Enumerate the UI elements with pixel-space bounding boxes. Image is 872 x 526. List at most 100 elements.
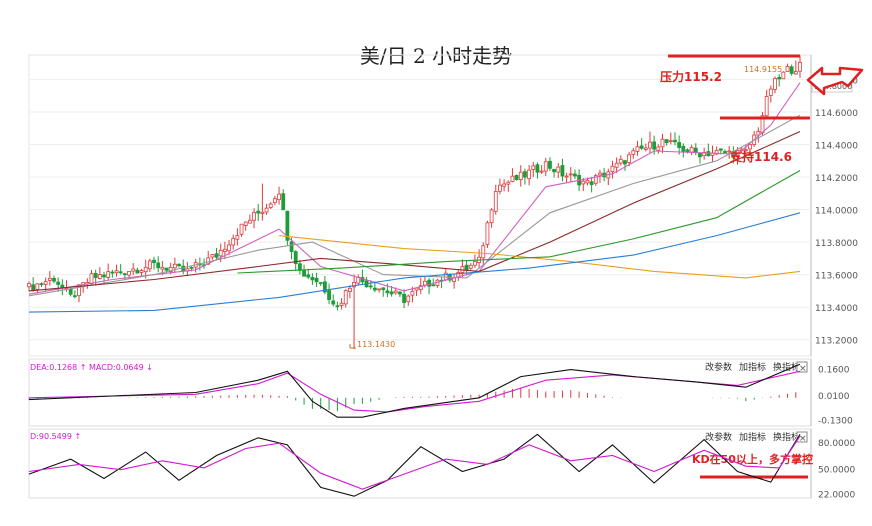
candle-body	[368, 285, 373, 288]
candle-body	[177, 263, 181, 267]
candle-body	[543, 161, 548, 172]
candle-body	[93, 273, 98, 279]
candle-body	[539, 170, 544, 173]
moving-average-line	[28, 130, 801, 292]
candle-body	[373, 287, 377, 291]
candle-body	[164, 267, 169, 271]
candle-body	[152, 259, 156, 264]
high-price-label: 114.9155	[744, 65, 782, 74]
macd-button-0[interactable]: 改参数	[705, 361, 732, 373]
candle-body	[677, 142, 682, 148]
candle-body	[656, 146, 661, 151]
macd-button-1[interactable]: 加指标	[739, 361, 766, 373]
candle-body	[314, 277, 319, 283]
candle-body	[168, 266, 173, 272]
candle-body	[289, 241, 294, 252]
candle-body	[473, 261, 477, 266]
candle-body	[97, 274, 102, 279]
candle-body	[172, 263, 177, 269]
candle-body	[406, 295, 411, 303]
candle-body	[377, 288, 381, 291]
candle-body	[777, 76, 782, 80]
candle-body	[398, 291, 402, 295]
macd-tick-label: 0.0100	[818, 392, 850, 402]
candle-body	[493, 190, 498, 212]
candle-body	[293, 251, 298, 264]
candle-body	[31, 284, 36, 291]
candle-body	[502, 183, 507, 187]
close-icon[interactable]	[796, 431, 808, 443]
kd-button-1[interactable]: 加指标	[739, 431, 766, 443]
candle-body	[723, 151, 727, 153]
candle-body	[510, 175, 515, 182]
candle-body	[310, 276, 315, 281]
candle-body	[227, 244, 231, 252]
price-tick-label: 113.4000	[815, 304, 858, 314]
price-tick-label: 114.2000	[815, 174, 858, 184]
candle-body	[143, 266, 148, 273]
kd-note: KD在50以上，多方掌控	[692, 452, 813, 466]
candle-body	[122, 273, 127, 276]
chart-title: 美/日 2 小时走势	[359, 44, 513, 68]
candle-body	[189, 266, 194, 269]
candle-body	[335, 305, 340, 308]
price-tick-label: 113.6000	[815, 272, 858, 282]
candle-body	[135, 269, 140, 274]
candle-body	[618, 158, 623, 164]
price-badge-text: 114.8000	[814, 82, 852, 91]
close-icon[interactable]	[796, 361, 808, 373]
candle-body	[639, 145, 644, 149]
candle-body	[352, 281, 356, 288]
candle-body	[393, 290, 398, 294]
candle-body	[106, 271, 111, 278]
candle-body	[664, 139, 669, 144]
macd-header: DEA:0.1268 ↑ MACD:0.0649 ↓	[30, 363, 153, 372]
candle-body	[381, 287, 386, 291]
candle-body	[281, 193, 286, 211]
candle-body	[635, 146, 640, 152]
candle-body	[535, 164, 540, 173]
candle-body	[243, 221, 248, 226]
candle-body	[748, 144, 752, 150]
price-tick-label: 114.0000	[815, 207, 858, 217]
candle-body	[252, 212, 256, 221]
moving-average-line	[237, 170, 801, 274]
macd-dea-line	[28, 370, 801, 413]
candle-body	[673, 139, 677, 143]
candle-body	[464, 264, 469, 271]
candle-body	[43, 281, 48, 285]
low-price-label: 113.1430	[357, 340, 395, 349]
candle-body	[427, 279, 431, 287]
candle-body	[514, 175, 519, 181]
candle-body	[698, 152, 702, 158]
candle-body	[272, 198, 277, 204]
candle-body	[489, 209, 494, 224]
candle-body	[72, 295, 77, 298]
kd-button-2[interactable]: 换指标	[773, 431, 800, 443]
kd-k-line	[28, 433, 801, 497]
candle-body	[727, 150, 732, 153]
candle-body	[285, 210, 290, 241]
candle-body	[322, 281, 327, 293]
candle-body	[518, 171, 523, 181]
candle-body	[773, 78, 777, 90]
kd-button-0[interactable]: 改参数	[705, 431, 732, 443]
candle-body	[631, 150, 636, 155]
macd-button-2[interactable]: 换指标	[773, 361, 800, 373]
candle-body	[431, 284, 436, 287]
candle-body	[256, 210, 261, 214]
candle-body	[235, 235, 240, 240]
macd-dif-line	[28, 363, 801, 418]
candle-body	[239, 223, 244, 235]
candle-body	[423, 280, 427, 286]
candle-body	[768, 88, 773, 96]
candle-body	[614, 162, 619, 168]
candle-body	[306, 274, 311, 278]
kd-header: D:90.5499 ↑	[30, 432, 81, 441]
candle-body	[47, 277, 52, 281]
candle-body	[568, 173, 573, 176]
candle-body	[556, 166, 561, 173]
candle-body	[798, 62, 802, 72]
kd-tick-label: 22.0000	[818, 490, 855, 500]
candle-body	[589, 181, 594, 185]
